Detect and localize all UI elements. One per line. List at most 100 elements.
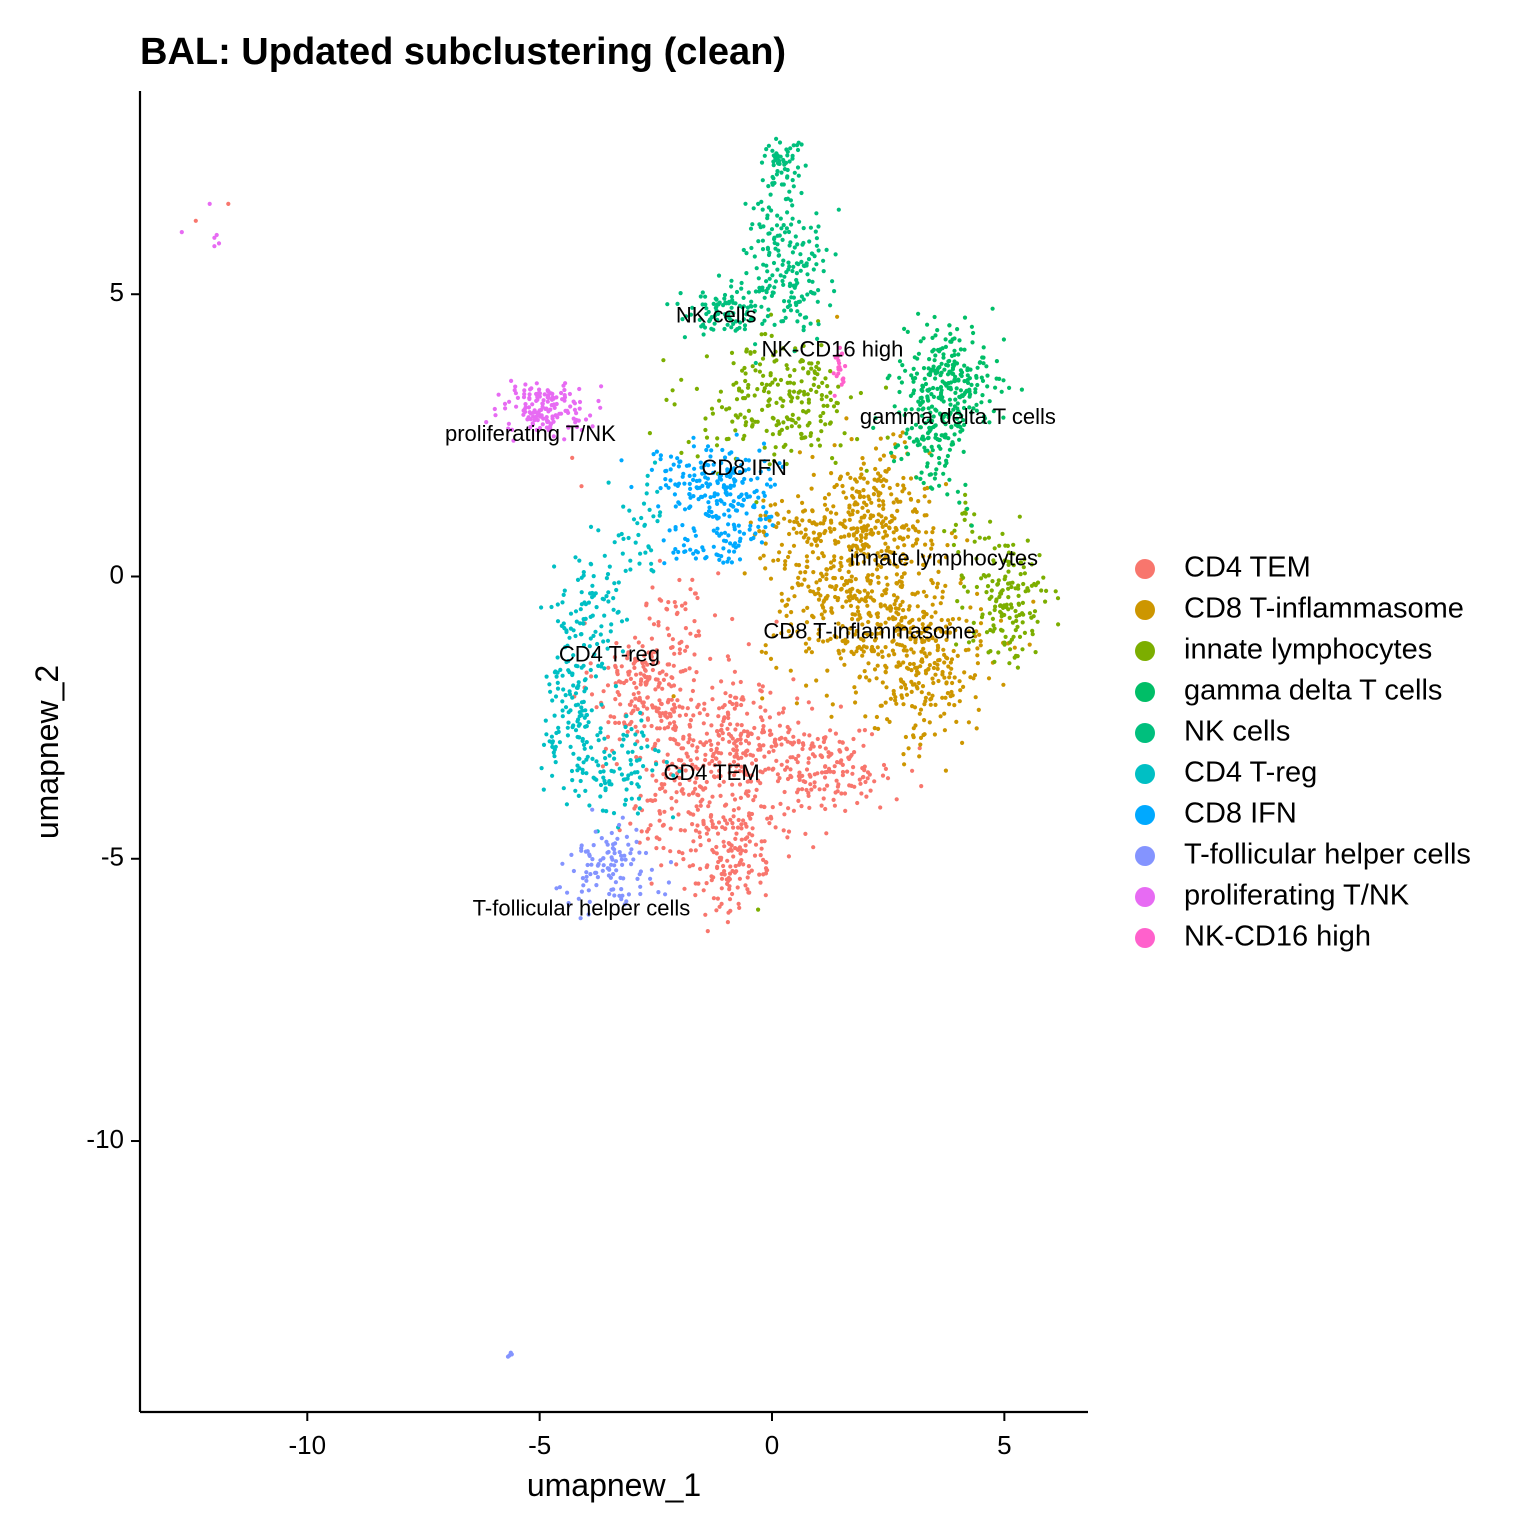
data-point: [919, 470, 924, 475]
data-point: [700, 302, 705, 307]
cluster-label: innate lymphocytes: [850, 545, 1038, 570]
data-point: [553, 413, 558, 418]
data-point: [540, 404, 545, 409]
data-point: [701, 818, 706, 824]
data-point: [716, 311, 721, 316]
data-point: [778, 273, 783, 278]
data-point: [790, 585, 795, 590]
data-point: [735, 722, 740, 727]
data-point: [881, 535, 886, 540]
data-point: [909, 426, 915, 431]
data-point: [738, 320, 743, 325]
data-point: [769, 293, 775, 298]
data-point: [850, 586, 855, 592]
data-point: [612, 581, 617, 586]
data-point: [952, 528, 957, 533]
data-point: [645, 706, 650, 711]
data-point: [1030, 632, 1035, 637]
data-point: [640, 700, 645, 705]
data-point: [715, 831, 721, 836]
data-point: [692, 473, 697, 478]
data-point: [716, 571, 721, 576]
data-point: [760, 207, 765, 212]
data-point: [808, 387, 814, 392]
data-point: [719, 751, 724, 756]
data-point: [774, 511, 779, 516]
data-point: [656, 623, 661, 628]
cluster-label: T-follicular helper cells: [473, 895, 691, 920]
data-point: [922, 494, 927, 499]
data-point: [571, 416, 576, 421]
data-point: [1043, 599, 1048, 604]
data-point: [810, 741, 815, 746]
data-point: [780, 598, 785, 603]
data-point: [832, 289, 837, 294]
data-point: [804, 261, 809, 266]
data-point: [1006, 569, 1011, 574]
data-point: [962, 399, 967, 404]
data-point: [652, 744, 657, 749]
data-point: [974, 408, 979, 413]
data-point: [822, 496, 828, 501]
data-point: [592, 652, 597, 657]
data-point: [780, 262, 785, 267]
data-point: [715, 492, 720, 497]
data-point: [709, 878, 714, 883]
data-point: [756, 736, 761, 741]
data-point: [1012, 655, 1017, 660]
data-point: [915, 630, 920, 635]
data-point: [666, 682, 672, 687]
data-point: [560, 861, 565, 866]
data-point: [903, 557, 909, 562]
data-point: [698, 843, 703, 848]
data-point: [715, 896, 721, 901]
data-point: [948, 660, 954, 665]
data-point: [626, 842, 631, 847]
data-point: [543, 718, 548, 723]
data-point: [651, 514, 656, 519]
data-point: [836, 371, 841, 376]
data-point: [801, 297, 806, 302]
data-point: [851, 495, 856, 500]
data-point: [757, 362, 763, 367]
data-point: [664, 397, 669, 402]
data-point: [803, 779, 808, 785]
data-point: [693, 828, 699, 833]
data-point: [965, 366, 970, 371]
data-point: [690, 688, 696, 694]
data-point: [653, 677, 659, 682]
data-point: [884, 478, 889, 483]
data-point: [901, 752, 906, 757]
data-point: [759, 199, 764, 204]
data-point: [574, 619, 579, 624]
data-point: [962, 517, 967, 523]
data-point: [656, 738, 661, 743]
data-point: [855, 800, 860, 806]
data-point: [1010, 580, 1015, 585]
data-point: [758, 469, 763, 474]
data-point: [742, 365, 747, 371]
data-point: [704, 435, 710, 440]
data-point: [814, 262, 819, 267]
data-point: [626, 773, 631, 778]
data-point: [588, 872, 593, 877]
data-point: [771, 766, 776, 771]
data-point: [705, 444, 711, 449]
data-point: [579, 602, 585, 607]
data-point: [725, 858, 730, 863]
data-point: [773, 445, 778, 450]
data-point: [861, 774, 866, 780]
data-point: [927, 720, 932, 725]
data-point: [954, 361, 960, 366]
data-point: [676, 464, 682, 469]
data-point: [872, 477, 877, 482]
data-point: [737, 782, 743, 787]
data-point: [947, 621, 953, 627]
data-point: [757, 529, 762, 534]
data-point: [791, 543, 797, 548]
data-point: [1007, 661, 1012, 666]
data-point: [807, 361, 812, 366]
data-point: [891, 432, 896, 437]
data-point: [841, 524, 846, 529]
data-point: [672, 402, 677, 407]
